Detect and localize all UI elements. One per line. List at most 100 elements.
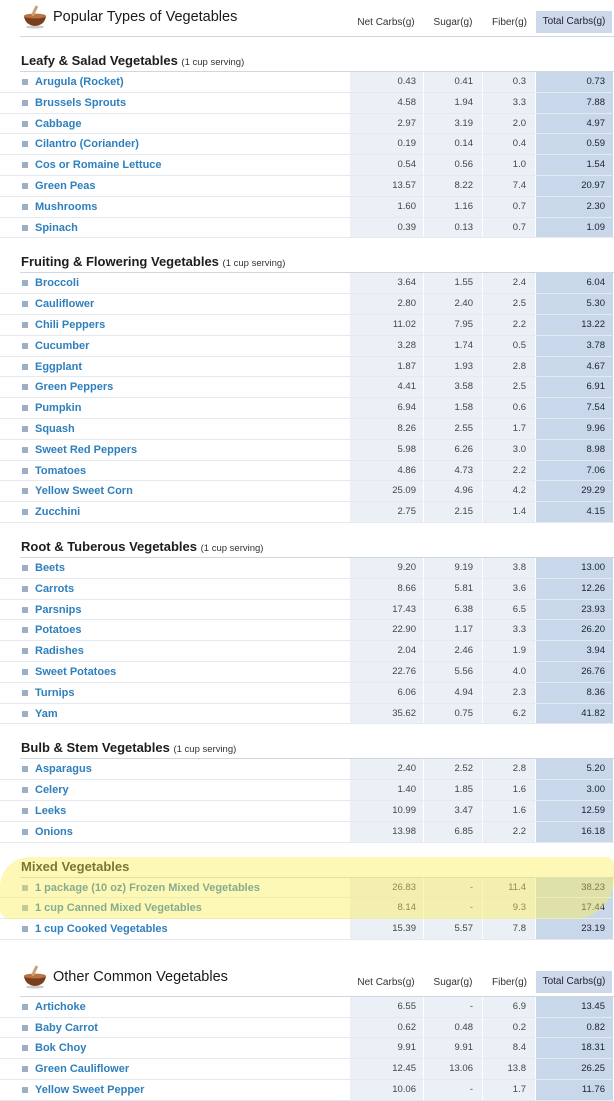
- vegetable-link[interactable]: Yam: [35, 707, 58, 720]
- bullet-icon: [22, 342, 28, 349]
- vegetable-link[interactable]: Arugula (Rocket): [35, 76, 124, 88]
- vegetable-link[interactable]: 1 cup Canned Mixed Vegetables: [35, 902, 202, 915]
- vegetable-link[interactable]: Sweet Red Peppers: [35, 443, 138, 456]
- vegetable-link[interactable]: Eggplant: [35, 360, 83, 373]
- vegetable-link[interactable]: Sweet Potatoes: [35, 665, 117, 678]
- vegetable-link[interactable]: Celery: [35, 784, 69, 797]
- table-row: 1 cup Cooked Vegetables 15.39 5.57 7.8 23.19: [0, 919, 614, 940]
- table-row: 1 cup Canned Mixed Vegetables 8.14-9.3 17.…: [0, 898, 614, 920]
- vegetable-link[interactable]: Beets: [35, 561, 65, 574]
- table-row: Artichoke 6.55-6.9 13.45: [0, 996, 614, 1018]
- sugar-cell: 0.14: [424, 134, 482, 155]
- vegetable-link[interactable]: Asparagus: [35, 763, 92, 776]
- fiber-cell: 6.2: [483, 703, 535, 724]
- vegetable-link[interactable]: Green Cauliflower: [35, 1063, 130, 1076]
- fiber-cell: 3.8: [483, 557, 535, 578]
- fiber-cell: 8.4: [483, 1038, 535, 1059]
- vegetable-link[interactable]: Baby Carrot: [35, 1021, 98, 1034]
- column-header-1: Net Carbs(g): [357, 17, 415, 28]
- net-carbs-cell: 9.91: [350, 1038, 423, 1059]
- vegetable-link[interactable]: Cabbage: [35, 117, 82, 130]
- table-row: Zucchini 2.75 2.15 1.4 4.15: [0, 502, 614, 523]
- fiber-cell: 11.4: [483, 877, 535, 898]
- sugar-cell: 5.57: [424, 919, 482, 939]
- vegetable-link[interactable]: Spinach: [35, 221, 78, 234]
- total-carbs-cell: 26.76: [536, 661, 613, 682]
- table-row: Sweet Red Peppers 5.98 6.26 3.0 8.98: [0, 439, 614, 461]
- table-row: Cauliflower 2.80 2.40 2.5 5.30: [0, 294, 614, 315]
- bullet-icon: [22, 627, 28, 634]
- total-carbs-cell: 3.78: [536, 335, 613, 356]
- vegetable-link[interactable]: Radishes: [35, 645, 84, 658]
- vegetable-link[interactable]: Turnips: [35, 686, 75, 699]
- section-serving-note: (1 cup serving): [173, 744, 237, 756]
- fiber-cell: 0.2: [483, 1017, 535, 1038]
- vegetable-link[interactable]: Cucumber: [35, 339, 90, 352]
- vegetable-link[interactable]: Zucchini: [35, 506, 81, 519]
- vegetable-link[interactable]: 1 package (10 oz) Frozen Mixed Vegetable…: [35, 881, 260, 894]
- section-serving-note: (1 cup serving): [222, 258, 286, 270]
- vegetable-link[interactable]: Cos or Romaine Lettuce: [35, 159, 162, 172]
- bullet-icon: [22, 162, 28, 169]
- fiber-cell: 2.4: [483, 273, 535, 294]
- fiber-cell: 2.8: [483, 356, 535, 377]
- bullet-icon: [22, 787, 28, 794]
- vegetable-link[interactable]: Broccoli: [35, 277, 80, 290]
- vegetable-link[interactable]: Chili Peppers: [35, 318, 106, 331]
- sugar-cell: 0.56: [424, 155, 482, 175]
- total-carbs-cell: 13.45: [536, 996, 613, 1017]
- net-carbs-cell: 5.98: [350, 439, 423, 460]
- column-header-3: Fiber(g): [491, 17, 527, 28]
- net-carbs-cell: 2.80: [350, 294, 423, 314]
- net-carbs-cell: 6.06: [350, 682, 423, 703]
- vegetable-link[interactable]: Yellow Sweet Pepper: [35, 1084, 145, 1097]
- section-title-text: Bulb & Stem Vegetables: [21, 740, 170, 756]
- table-row: Leeks 10.99 3.47 1.6 12.59: [0, 800, 614, 822]
- vegetable-link[interactable]: Potatoes: [35, 624, 82, 637]
- section-header: Mixed Vegetables: [0, 843, 614, 878]
- table-row: Radishes 2.04 2.46 1.9 3.94: [0, 641, 614, 662]
- net-carbs-cell: 1.40: [350, 780, 423, 800]
- table-row: Beets 9.20 9.19 3.8 13.00: [0, 557, 614, 579]
- bullet-icon: [22, 120, 28, 127]
- vegetable-link[interactable]: Pumpkin: [35, 402, 82, 415]
- sugar-cell: 1.58: [424, 398, 482, 418]
- vegetable-link[interactable]: Mushrooms: [35, 200, 98, 213]
- vegetable-link[interactable]: Cilantro (Coriander): [35, 138, 139, 151]
- fiber-cell: 0.6: [483, 398, 535, 418]
- bullet-icon: [22, 363, 28, 370]
- table-row: Cabbage 2.97 3.19 2.0 4.97: [0, 113, 614, 135]
- fiber-cell: 2.5: [483, 294, 535, 314]
- fiber-cell: 4.2: [483, 481, 535, 502]
- section-title: Leafy & Salad Vegetables (1 cup serving): [21, 53, 244, 68]
- bullet-icon: [22, 301, 28, 308]
- fiber-cell: 2.2: [483, 460, 535, 481]
- vegetable-link[interactable]: Artichoke: [35, 1000, 86, 1013]
- net-carbs-cell: 25.09: [350, 481, 423, 502]
- total-carbs-cell: 5.20: [536, 759, 613, 780]
- table-row: Cilantro (Coriander) 0.19 0.14 0.4 0.59: [0, 134, 614, 156]
- section-title-text: Fruiting & Flowering Vegetables: [21, 254, 219, 270]
- sugar-cell: 1.55: [424, 273, 482, 294]
- fiber-cell: 6.5: [483, 599, 535, 620]
- sugar-cell: -: [424, 996, 482, 1017]
- vegetable-link[interactable]: Leeks: [35, 804, 67, 817]
- vegetable-link[interactable]: Brussels Sprouts: [35, 96, 127, 109]
- vegetable-link[interactable]: Bok Choy: [35, 1042, 87, 1055]
- vegetable-link[interactable]: Squash: [35, 422, 75, 435]
- table-header: Popular Types of Vegetables Net Carbs(g) S…: [0, 0, 614, 37]
- section-title: Fruiting & Flowering Vegetables (1 cup s…: [21, 254, 285, 269]
- vegetable-link[interactable]: Yellow Sweet Corn: [35, 485, 133, 498]
- table-row: Tomatoes 4.86 4.73 2.2 7.06: [0, 460, 614, 482]
- vegetable-link[interactable]: Onions: [35, 825, 73, 838]
- vegetable-link[interactable]: Carrots: [35, 582, 75, 595]
- vegetable-link[interactable]: Cauliflower: [35, 298, 95, 311]
- total-carbs-cell: 1.09: [536, 217, 613, 238]
- vegetable-link[interactable]: Parsnips: [35, 603, 82, 616]
- vegetable-link[interactable]: Green Peppers: [35, 381, 114, 394]
- vegetable-link[interactable]: 1 cup Cooked Vegetables: [35, 923, 168, 936]
- table-row: Parsnips 17.43 6.38 6.5 23.93: [0, 599, 614, 621]
- vegetable-link[interactable]: Tomatoes: [35, 464, 87, 477]
- vegetable-link[interactable]: Green Peas: [35, 179, 96, 192]
- total-carbs-cell: 29.29: [536, 481, 613, 502]
